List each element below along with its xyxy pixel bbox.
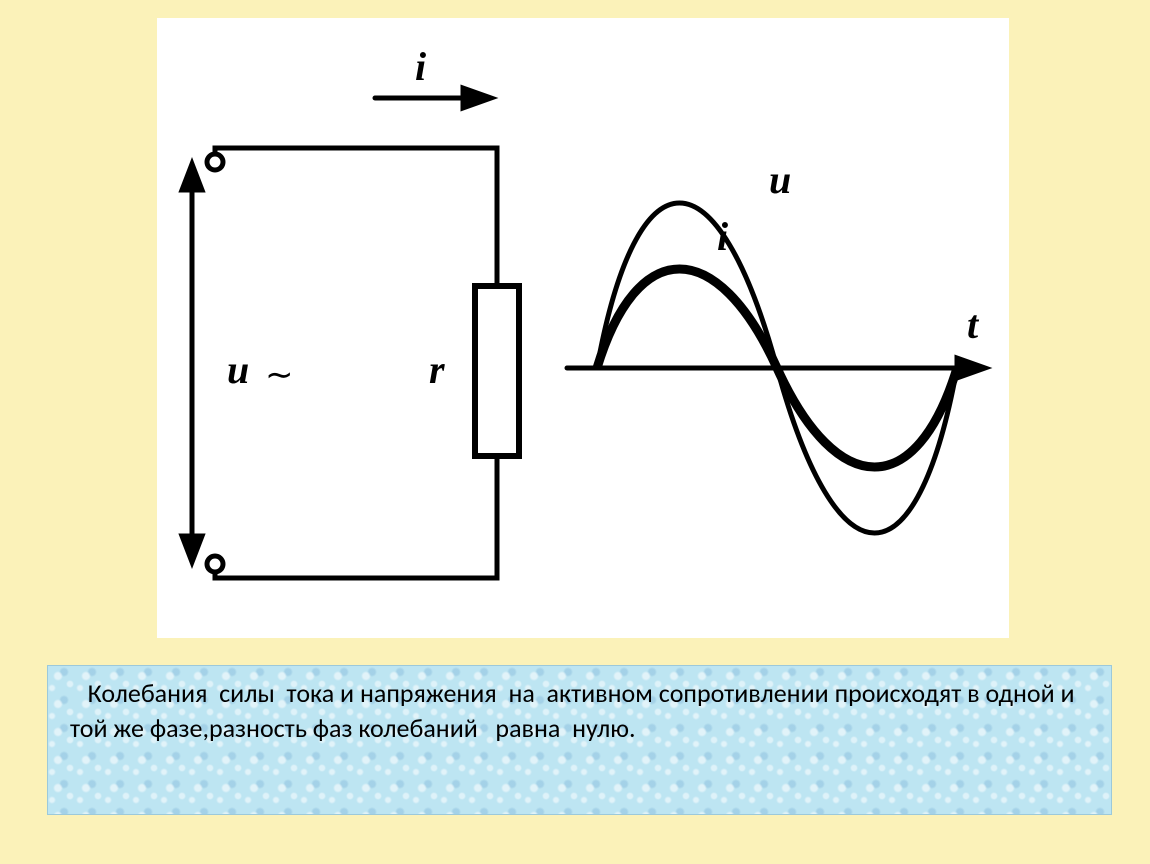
caption-text: Колебания силы тока и напряжения на акти… [70, 677, 1080, 744]
figure-panel: i u ∼ r u i t [157, 18, 1009, 638]
label-i-curve: i [717, 214, 728, 259]
label-i-top: i [415, 44, 426, 89]
label-t-axis: t [967, 302, 980, 347]
tilde-icon: ∼ [265, 356, 294, 394]
label-u-left: u [227, 347, 249, 392]
label-u-curve: u [769, 157, 791, 202]
slide: i u ∼ r u i t Колебания силы тока и напр… [0, 0, 1150, 864]
physics-diagram: i u ∼ r u i t [157, 18, 1009, 638]
caption-box: Колебания силы тока и напряжения на акти… [47, 665, 1112, 815]
label-r: r [429, 347, 445, 392]
